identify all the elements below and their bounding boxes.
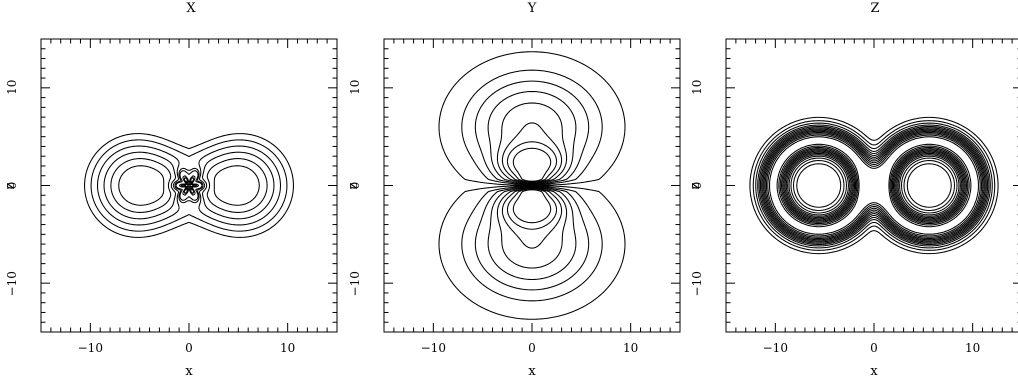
panel-y-ytick-label: 0: [348, 182, 362, 190]
panel-x-xtick-label: 10: [280, 341, 295, 355]
panel-y-frame: [383, 38, 681, 333]
panel-z-contour-line: [758, 125, 990, 246]
panel-x-contour-line: [84, 133, 294, 238]
panel-z-ytick-label: 0: [690, 182, 704, 190]
panel-y-ytick-label: 10: [348, 80, 362, 95]
panel-z-xtick-label: 10: [965, 341, 980, 355]
panel-y-contours: [438, 51, 626, 320]
panel-z-contour-line: [757, 124, 991, 247]
panel-z-contour-line: [762, 129, 986, 242]
panel-y-contour-line: [506, 141, 558, 183]
panel-x-ytick-label: 10: [5, 80, 19, 95]
panel-z-contour-line: [749, 116, 999, 255]
panel-x-contour-line: [118, 165, 260, 206]
panel-y-contour-line: [487, 186, 577, 281]
panel-y-xtick-label: 0: [528, 341, 536, 355]
panel-x-xlabel: x: [185, 364, 193, 379]
panel-z-xtick-label: 0: [870, 341, 878, 355]
panel-z-xtick-label: −10: [763, 341, 788, 355]
panel-y-contour-line: [461, 185, 603, 302]
panel-z-contour-line: [769, 136, 979, 235]
panel-x-ylabel: z: [3, 182, 18, 189]
panel-y-contour-line: [506, 188, 558, 230]
panel-x-contour-line: [103, 151, 275, 220]
panel-x-xtick-label: 0: [185, 341, 193, 355]
panel-y-contour-line: [496, 187, 568, 269]
panel-z-contour-line: [763, 130, 985, 241]
panel-x-xtick-label: −10: [78, 341, 103, 355]
panel-z-ytick-label: −10: [690, 271, 704, 296]
panel-y-ylabel: z: [346, 182, 361, 189]
panel-z-xlabel: x: [870, 364, 878, 379]
panel-x-contour-line: [180, 177, 198, 194]
panel-y-contour-line: [487, 90, 577, 185]
panel-y-contour-line: [512, 189, 552, 224]
panel-y-contour-line: [438, 185, 626, 320]
panel-x-ticks: [40, 38, 338, 333]
panel-z-contour-line: [767, 134, 981, 237]
panel-x-contour-line: [96, 145, 282, 226]
panel-y-contour-line: [438, 51, 626, 186]
panel-y-contour-line: [474, 185, 590, 291]
panel-y-ticks: [383, 38, 681, 333]
panel-z-contour-line: [752, 120, 996, 251]
panel-z-ylabel: z: [688, 182, 703, 189]
panel-y-contour-line: [501, 122, 563, 184]
panel-y-contour-line: [501, 187, 563, 249]
panel-y-contour-line: [474, 80, 590, 186]
panel-x-contour-line: [90, 139, 288, 232]
panel-y-xtick-label: −10: [421, 341, 446, 355]
panel-z-contour-line: [764, 131, 984, 240]
panel-x-ytick-label: 0: [5, 182, 19, 190]
panel-x-frame: [40, 38, 338, 333]
panel-y-title: Y: [527, 1, 537, 16]
panel-z-ticks: [725, 38, 1018, 333]
panel-z-contour-line: [759, 127, 989, 244]
panel-y-xtick-label: 10: [623, 341, 638, 355]
panel-z-title: Z: [870, 1, 879, 16]
panel-y-xlabel: x: [528, 364, 536, 379]
panel-z-contours: [749, 116, 999, 255]
panel-x-contour-line: [110, 158, 268, 213]
panel-z: Z −10 0 10 −10 0 10 x z: [688, 1, 1018, 379]
panel-z-ytick-label: 10: [690, 80, 704, 95]
panel-y-contour-line: [512, 147, 552, 182]
panel-x-ytick-label: −10: [5, 271, 19, 296]
panel-y-ytick-label: −10: [348, 271, 362, 296]
panel-z-contour-line: [765, 133, 983, 238]
panel-y: Y −10 0 10 −10 0 10 x z: [346, 1, 681, 379]
panel-x-title: X: [186, 1, 196, 16]
panel-x-contour-line: [183, 180, 195, 191]
panel-z-contour-line: [761, 128, 987, 243]
panel-x-contours: [84, 133, 294, 238]
panel-y-contour-line: [496, 102, 568, 184]
panel-x: X −10 0 10 −10 0 10 x z: [3, 1, 338, 379]
panel-y-contour-line: [461, 69, 603, 186]
panel-z-contour-line: [755, 122, 993, 249]
